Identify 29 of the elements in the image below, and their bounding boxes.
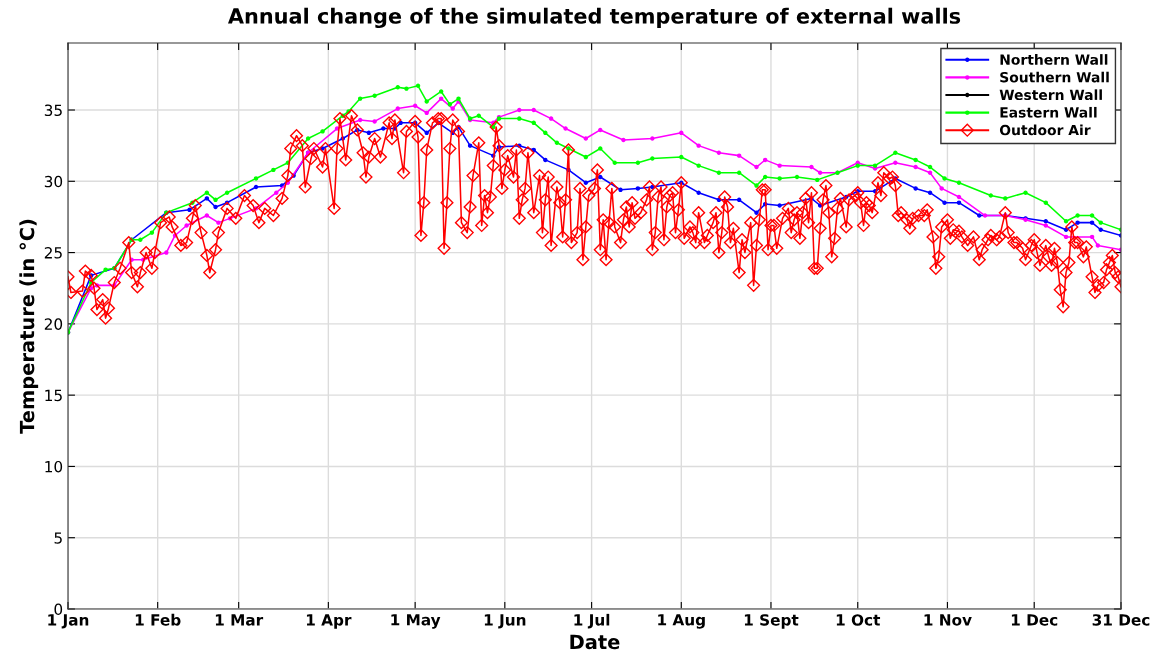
y-tick-label: 10 (45, 460, 63, 473)
legend-label: Northern Wall (1000, 54, 1108, 65)
x-tick-label: 1 Mar (215, 614, 264, 626)
y-tick-label: 20 (44, 318, 63, 330)
legend-label: Western Wall (999, 89, 1102, 101)
y-tick-label: 35 (44, 104, 62, 117)
chart-title: Annual change of the simulated temperature of external walls (227, 7, 961, 29)
x-tick-label: 1 Jan (48, 614, 89, 629)
y-tick-label: 0 (54, 603, 63, 616)
x-tick-label: 1 Feb (135, 613, 181, 626)
y-tick-label: 30 (44, 175, 63, 188)
y-tick-label: 15 (45, 389, 62, 402)
x-tick-label: 1 Jul (574, 613, 610, 629)
x-tick-label: 1 Jun (484, 614, 526, 629)
x-tick-label: 1 Dec (1011, 614, 1058, 626)
x-tick-label: 1 Apr (306, 614, 352, 629)
legend-label: Eastern Wall (1000, 106, 1097, 118)
x-tick-label: 1 Nov (924, 614, 972, 626)
x-tick-label: 1 Oct (836, 614, 881, 626)
x-tick-label: 1 Sept (744, 614, 799, 629)
legend-label: Southern Wall (1000, 71, 1109, 83)
x-axis-title: Date (570, 634, 620, 650)
y-tick-label: 25 (44, 247, 62, 259)
x-tick-label: 1 Aug (658, 614, 705, 629)
x-tick-label: 1 May (391, 614, 441, 629)
y-axis-title: Temperature (in °C) (19, 219, 39, 434)
x-tick-label: 31 Dec (1092, 614, 1150, 626)
legend-label: Outdoor Air (999, 124, 1091, 136)
y-tick-label: 5 (54, 532, 62, 544)
